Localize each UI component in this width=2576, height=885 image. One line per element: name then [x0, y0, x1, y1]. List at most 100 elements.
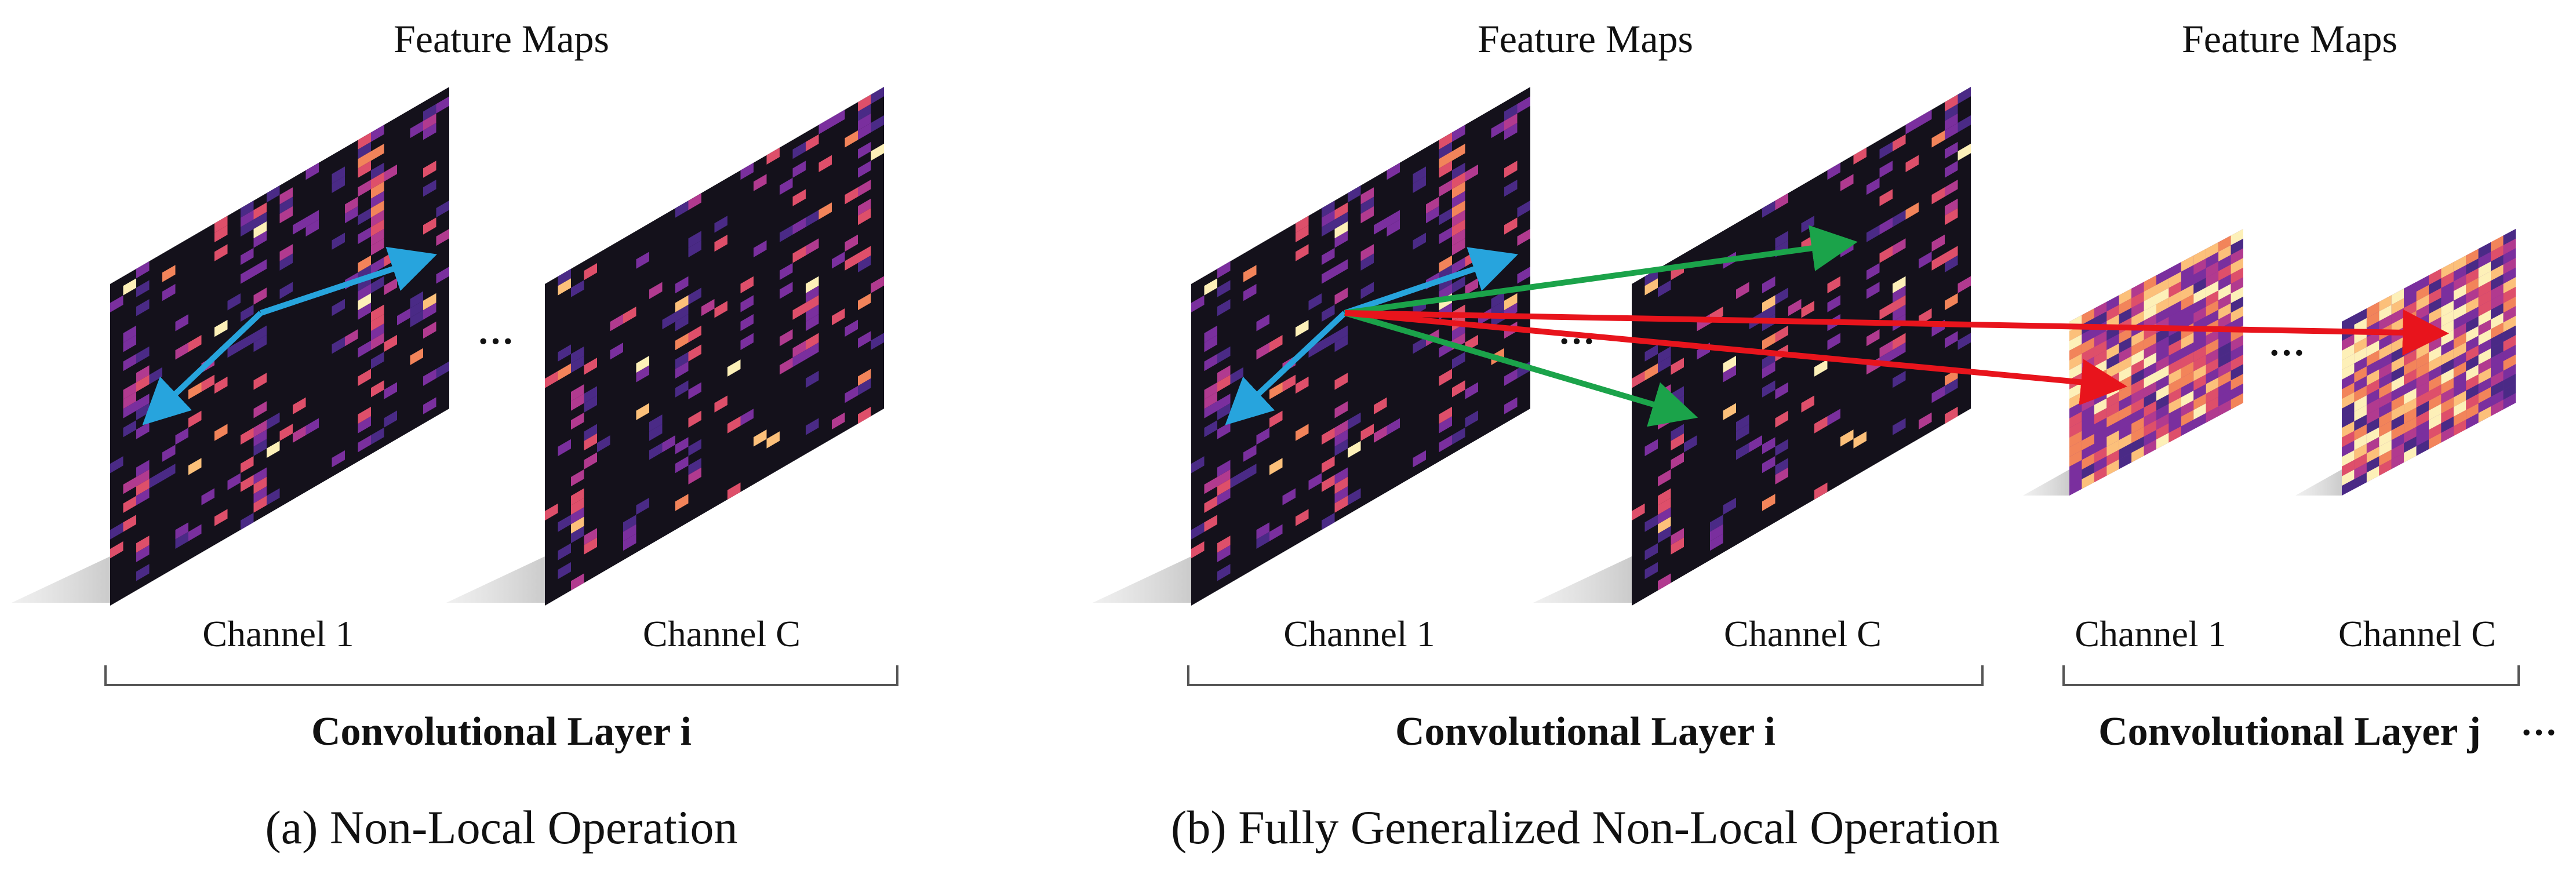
- heatmap-cell: [1775, 382, 1788, 399]
- heatmap-cell: [2106, 440, 2119, 457]
- heatmap-cell: [2193, 355, 2206, 372]
- heatmap-cell: [1439, 141, 1452, 159]
- heatmap-cell: [227, 293, 241, 311]
- heatmap-cell: [1671, 433, 1684, 451]
- heatmap-cell: [1958, 143, 1971, 161]
- heatmap-cell: [384, 334, 397, 352]
- heatmap-cell: [1217, 564, 1231, 581]
- heatmap-cell: [675, 494, 689, 511]
- heatmap-cell: [1360, 187, 1374, 205]
- heatmap-cell: [2342, 450, 2355, 467]
- heatmap-cell: [1452, 210, 1465, 227]
- heatmap-cell: [2206, 261, 2219, 278]
- heatmap-cell: [1866, 282, 1880, 299]
- heatmap-cell: [1413, 337, 1426, 354]
- heatmap-cell: [2379, 430, 2392, 447]
- heatmap-cell: [2144, 391, 2156, 408]
- heatmap-cell: [2379, 295, 2392, 312]
- heatmap-cell: [584, 386, 597, 403]
- heatmap-cell: [571, 469, 584, 487]
- heatmap-cell: [253, 287, 267, 305]
- heatmap-cell: [1958, 276, 1971, 293]
- heatmap-cell: [636, 497, 649, 515]
- heatmap-cell: [371, 333, 384, 350]
- heatmap-cell: [662, 312, 675, 330]
- heatmap-cell: [2466, 326, 2479, 343]
- heatmap-cell: [1439, 435, 1452, 453]
- heatmap-cell: [2478, 242, 2491, 258]
- heatmap-cell: [1413, 166, 1426, 184]
- heatmap-cell: [1374, 217, 1387, 235]
- panel-b-layer-i-brace: [1187, 665, 1984, 686]
- heatmap-cell: [1360, 244, 1374, 261]
- heatmap-cell: [1775, 287, 1788, 305]
- heatmap-cell: [1439, 161, 1452, 178]
- heatmap-cell: [423, 397, 436, 414]
- heatmap-cell: [858, 208, 871, 225]
- heatmap-cell: [2429, 413, 2442, 430]
- heatmap-cell: [2106, 401, 2119, 418]
- heatmap-cell: [2366, 398, 2379, 415]
- heatmap-cell: [2082, 472, 2094, 489]
- heatmap-cell: [2169, 310, 2181, 327]
- heatmap-cell: [806, 304, 819, 322]
- heatmap-cell: [2156, 297, 2169, 314]
- heatmap-cell: [2453, 294, 2466, 311]
- heatmap-cell: [714, 395, 727, 413]
- heatmap-cell: [2181, 391, 2194, 407]
- heatmap-cell: [2466, 384, 2479, 400]
- heatmap-cell: [123, 335, 136, 352]
- heatmap-cell: [175, 428, 188, 445]
- heatmap-cell: [688, 325, 701, 343]
- heatmap-cell: [136, 460, 150, 477]
- heatmap-cell: [2466, 258, 2479, 275]
- heatmap-cell: [571, 280, 584, 297]
- heatmap-cell: [2131, 369, 2144, 385]
- heatmap-cell: [858, 123, 871, 140]
- heatmap-cell: [2206, 300, 2219, 316]
- heatmap-cell: [423, 104, 436, 121]
- heatmap-cell: [1504, 217, 1518, 235]
- heatmap-cell: [2342, 469, 2355, 486]
- heatmap-cell: [2131, 417, 2144, 434]
- heatmap-cell: [2391, 424, 2404, 440]
- heatmap-cell: [2503, 325, 2516, 342]
- heatmap-cell: [2069, 479, 2082, 496]
- heatmap-cell: [2131, 427, 2144, 443]
- heatmap-cell: [253, 486, 267, 504]
- heatmap-cell: [1204, 278, 1217, 296]
- heatmap-cell: [806, 276, 819, 293]
- heatmap-cell: [649, 282, 663, 299]
- heatmap-cell: [780, 263, 793, 281]
- heatmap-cell: [2491, 293, 2504, 310]
- heatmap-cell: [714, 301, 727, 318]
- heatmap-cell: [754, 240, 767, 257]
- heatmap-cell: [1296, 424, 1309, 441]
- heatmap-cell: [1334, 259, 1348, 276]
- heatmap-cell: [2069, 383, 2082, 399]
- heatmap-cell: [2231, 238, 2243, 255]
- heatmap-cell: [2169, 416, 2181, 433]
- heatmap-cell: [2231, 383, 2243, 400]
- heatmap-cell: [1322, 219, 1335, 237]
- heatmap-cell: [253, 373, 267, 390]
- heatmap-cell: [2169, 368, 2181, 385]
- heatmap-cell: [1387, 162, 1400, 180]
- heatmap-cell: [806, 285, 819, 303]
- heatmap-cell: [2354, 472, 2367, 489]
- heatmap-cell: [2206, 290, 2219, 307]
- heatmap-cell: [2366, 350, 2379, 367]
- heatmap-cell: [2503, 248, 2516, 265]
- heatmap-cell: [2144, 439, 2156, 456]
- heatmap-cell: [2429, 268, 2442, 285]
- heatmap-cell: [2218, 235, 2231, 252]
- heatmap-cell: [675, 201, 689, 218]
- heatmap-cell: [1334, 334, 1348, 352]
- heatmap-cell: [2342, 383, 2355, 399]
- heatmap-cell: [1684, 435, 1697, 453]
- heatmap-cell: [740, 162, 754, 180]
- heatmap-cell: [1945, 94, 1958, 112]
- heatmap-cell: [2156, 355, 2169, 372]
- heatmap-cell: [2131, 301, 2144, 318]
- heatmap-cell: [2206, 338, 2219, 355]
